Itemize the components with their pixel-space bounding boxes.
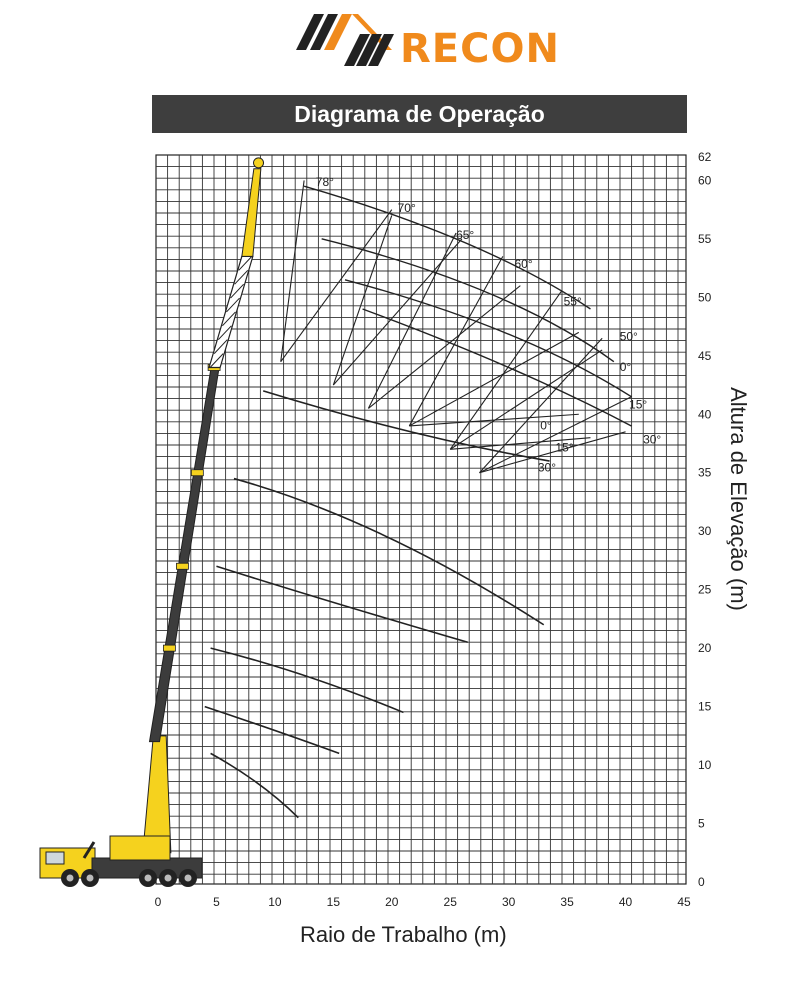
radius-arc: [262, 390, 550, 462]
angle-label: 15°: [629, 397, 647, 411]
jib-angle-line: [409, 331, 580, 427]
angle-label: 50°: [620, 330, 638, 344]
jib-angle-line: [368, 285, 521, 409]
jib-angle-line: [280, 180, 305, 362]
recon-logo: [292, 12, 562, 76]
y-tick-label: 45: [698, 349, 712, 363]
y-tick-label: 30: [698, 524, 712, 538]
y-tick-label: 25: [698, 583, 712, 597]
angle-label: 15°: [555, 441, 573, 455]
wheel-hub: [66, 874, 74, 882]
lattice-strut: [226, 297, 240, 313]
x-axis-label: Raio de Trabalho (m): [300, 922, 507, 947]
x-tick-label: 15: [327, 895, 341, 909]
radius-arc: [233, 477, 545, 626]
x-tick-label: 30: [502, 895, 516, 909]
y-tick-label: 0: [698, 875, 705, 889]
y-tick-label: 55: [698, 232, 712, 246]
wheel-hub: [184, 874, 192, 882]
y-tick-label: 15: [698, 700, 712, 714]
lattice-strut: [209, 353, 224, 368]
x-tick-label: 5: [213, 895, 220, 909]
jib-angle-line: [449, 291, 562, 450]
wheel-hub: [86, 874, 94, 882]
crane-turret: [109, 835, 171, 861]
truck-window: [45, 851, 65, 865]
jib-arc: [362, 308, 632, 427]
lattice-strut: [213, 339, 228, 354]
boom-collar: [162, 644, 176, 652]
lattice-strut: [234, 269, 249, 285]
boom-collar: [176, 562, 189, 570]
jib-angle-line: [280, 209, 393, 362]
logo-text: RECON: [400, 26, 560, 72]
jib-arc: [303, 185, 591, 310]
y-tick-label: 50: [698, 290, 712, 304]
jib-angle-line: [450, 437, 591, 450]
x-tick-label: 10: [268, 895, 282, 909]
y-tick-label: 5: [698, 817, 705, 831]
wheel-hub: [164, 874, 172, 882]
jib-angle-line: [479, 396, 632, 474]
jib-sheave: [253, 157, 265, 169]
logo-stripes-icon: [296, 14, 394, 66]
lattice-strut: [238, 256, 253, 271]
jib-tip: [241, 168, 262, 257]
x-tick-label: 40: [619, 895, 633, 909]
lattice-strut: [222, 311, 236, 327]
lattice-strut: [230, 283, 245, 299]
angle-label: 70°: [398, 201, 416, 215]
wheel-hub: [144, 874, 152, 882]
x-tick-label: 35: [560, 895, 574, 909]
y-tick-label: 40: [698, 407, 712, 421]
jib-angle-line: [479, 337, 603, 474]
jib-angle-line: [409, 413, 579, 427]
angle-label: 0°: [540, 418, 552, 432]
radius-arc: [210, 647, 404, 714]
y-tick-label: 10: [698, 758, 712, 772]
x-tick-label: 0: [155, 895, 162, 909]
grid-frame: [155, 154, 687, 885]
angle-label: 55°: [564, 295, 582, 309]
x-tick-label: 45: [677, 895, 691, 909]
truck-exhaust: [82, 841, 96, 859]
y-tick-label: 35: [698, 466, 712, 480]
angle-label: 30°: [643, 432, 661, 446]
radius-arc: [204, 705, 340, 755]
boom-base: [142, 735, 172, 854]
radius-arc: [216, 565, 468, 644]
angle-label: 65°: [456, 228, 474, 242]
y-tick-label: 62: [698, 150, 712, 164]
jib-angle-line: [408, 256, 504, 427]
angle-label: 78°: [316, 175, 334, 189]
angle-label: 60°: [515, 257, 533, 271]
x-tick-label: 25: [444, 895, 458, 909]
lattice-strut: [217, 325, 232, 341]
y-tick-label: 60: [698, 173, 712, 187]
y-axis-label: Altura de Elevação (m): [726, 387, 751, 611]
jib-angle-line: [367, 232, 457, 409]
x-tick-label: 20: [385, 895, 399, 909]
jib-angle-line: [479, 431, 626, 474]
diagram-title: Diagrama de Operação: [152, 95, 687, 133]
boom-collar: [190, 469, 204, 477]
y-tick-label: 20: [698, 641, 712, 655]
jib-arc: [344, 279, 632, 398]
jib-arc: [321, 238, 615, 363]
angle-label: 30°: [538, 461, 556, 475]
angle-label: 0°: [620, 360, 632, 374]
jib-angle-line: [332, 215, 393, 386]
radius-arc: [210, 752, 299, 819]
